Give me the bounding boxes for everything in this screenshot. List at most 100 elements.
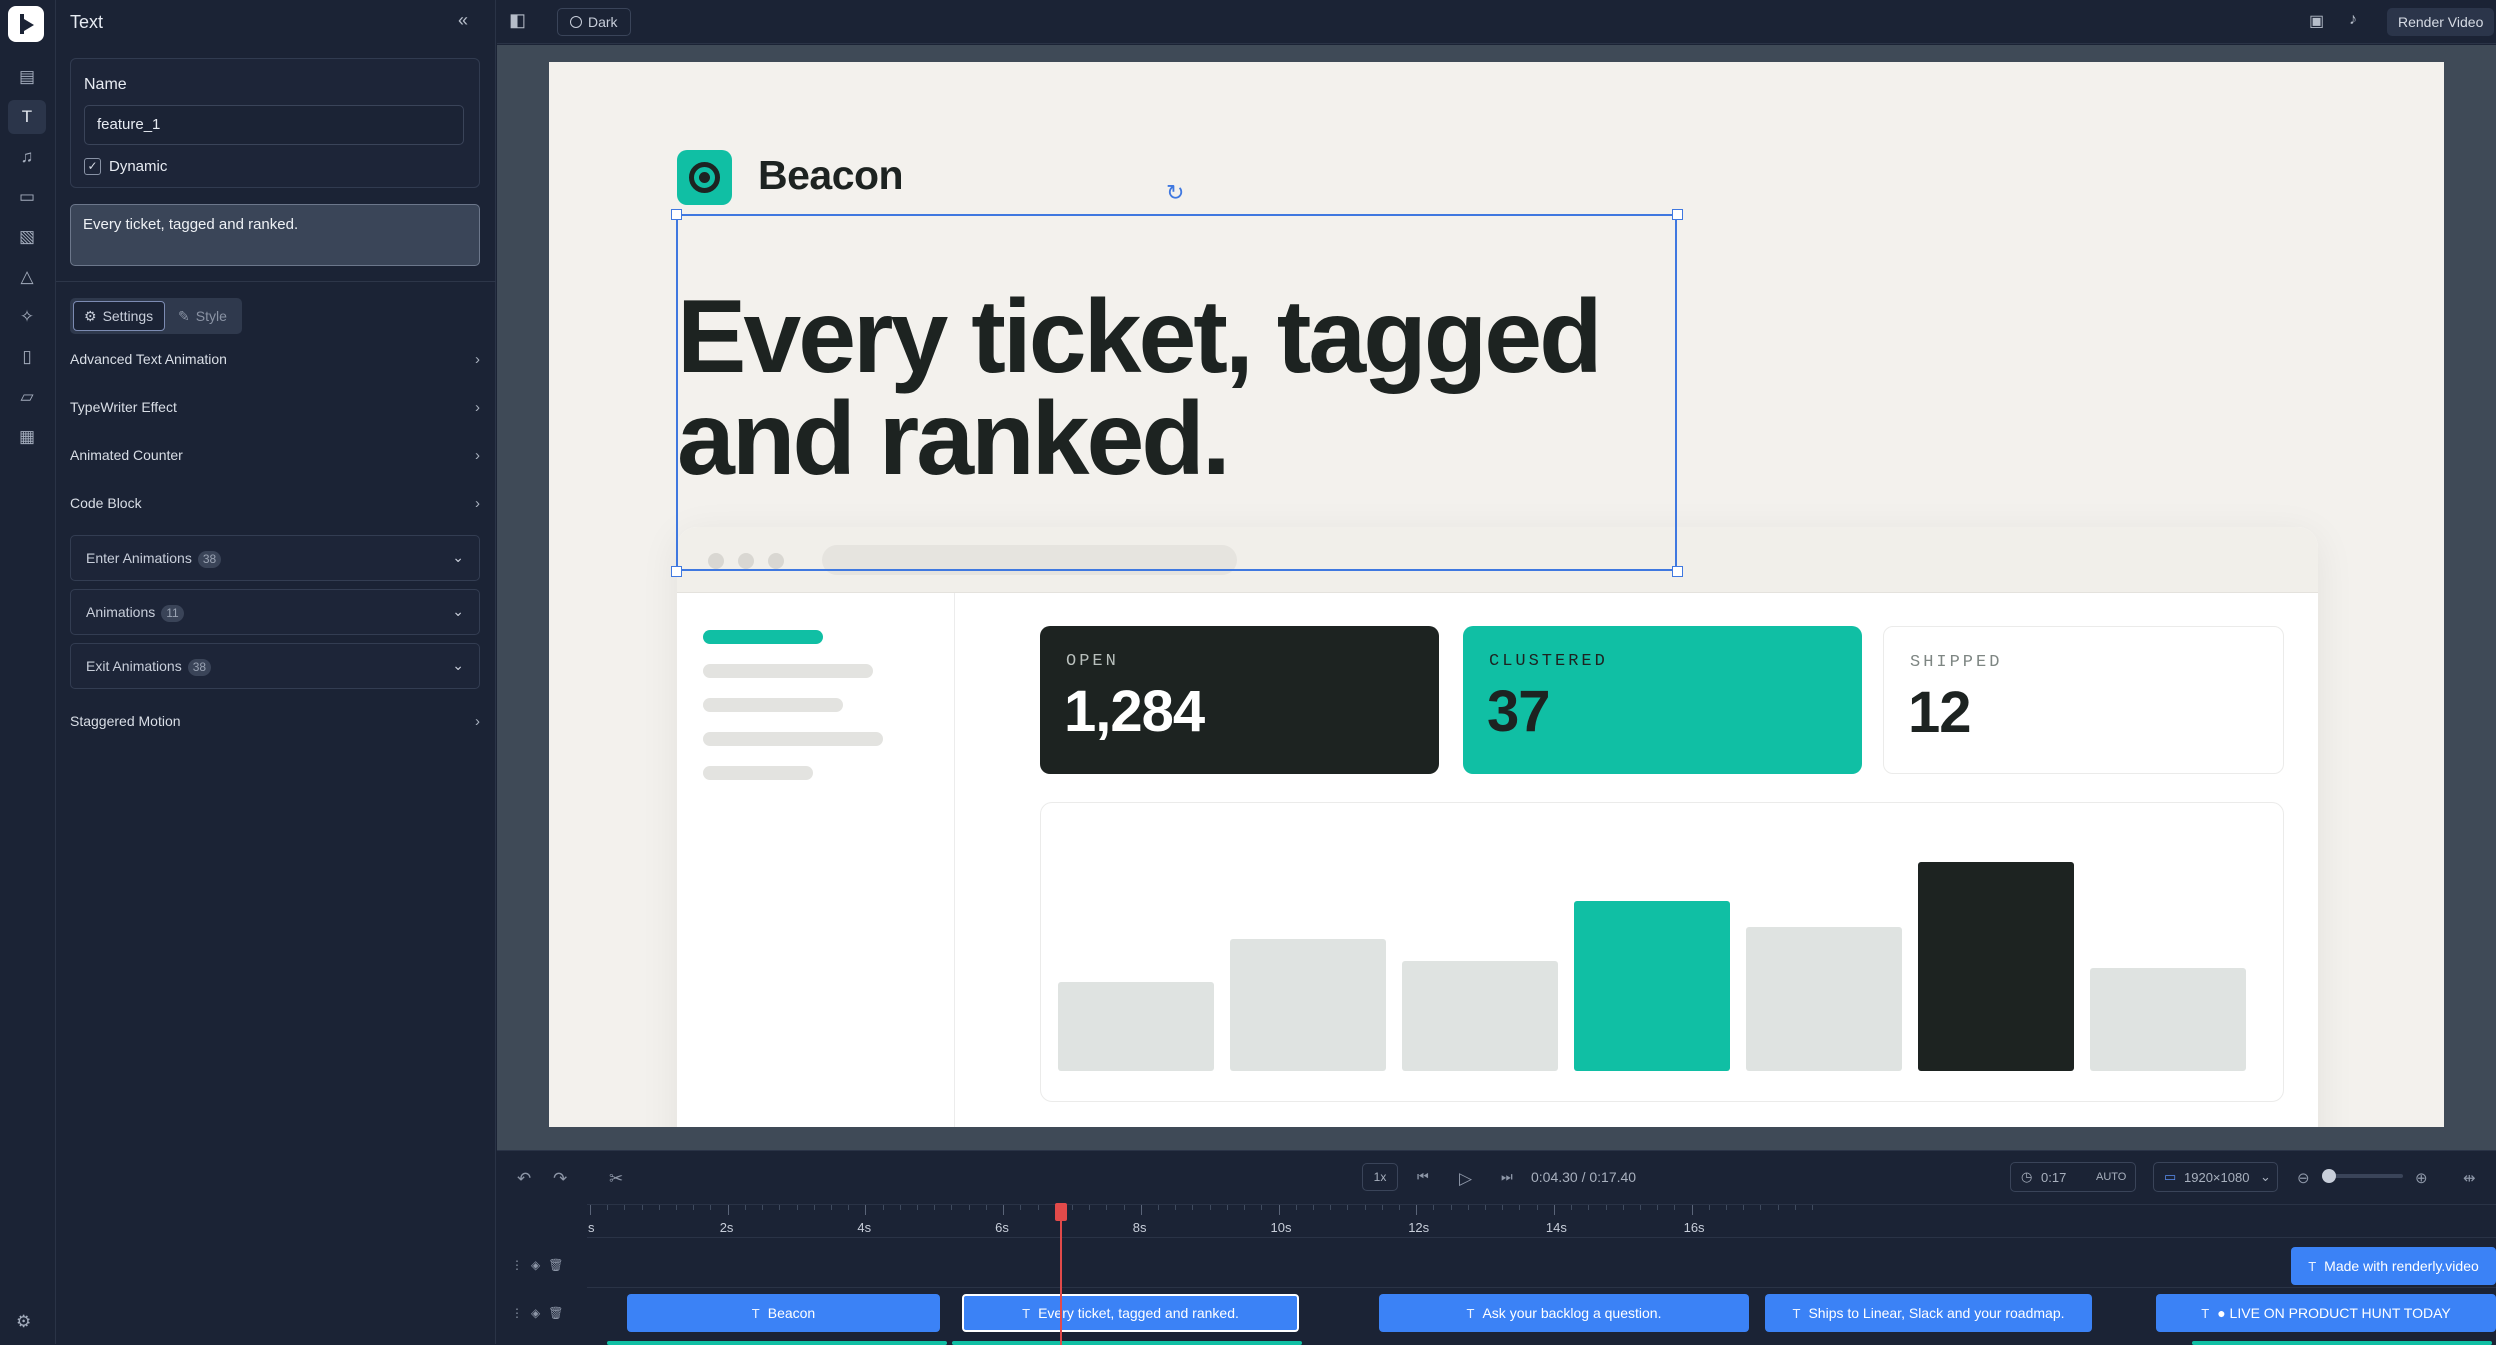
clip-ask-backlog[interactable]: T Ask your backlog a question. <box>1379 1294 1749 1332</box>
skip-back-icon[interactable]: ⏮ <box>1417 1169 1429 1184</box>
resize-handle[interactable] <box>1672 209 1683 220</box>
clip-live-product-hunt[interactable]: T ● LIVE ON PRODUCT HUNT TODAY <box>2156 1294 2496 1332</box>
section-advanced-text-animation[interactable]: Advanced Text Animation › <box>70 351 480 373</box>
duration-control[interactable]: ◷ 0:17 AUTO <box>2010 1162 2136 1192</box>
fit-icon[interactable]: ⇹ <box>2463 1170 2476 1187</box>
skeleton-line-accent <box>703 630 823 644</box>
duration-value: 0:17 <box>2041 1170 2067 1185</box>
clip-ships-to[interactable]: T Ships to Linear, Slack and your roadma… <box>1765 1294 2092 1332</box>
time-ruler[interactable]: s 2s 4s 6s 8s 10s 12s 14s 16s <box>587 1204 2496 1238</box>
ruler-minor-tick <box>1794 1205 1796 1210</box>
chart-bar <box>1746 927 1902 1071</box>
chart-bar <box>1058 982 1214 1071</box>
save-icon[interactable]: ▣ <box>2309 13 2325 30</box>
exit-animations-dropdown[interactable]: Exit Animations 38 ⌄ <box>70 643 480 689</box>
stat-value: 12 <box>1908 680 1972 745</box>
name-input[interactable]: feature_1 <box>84 105 464 145</box>
zoom-out-icon[interactable]: ⊖ <box>2297 1170 2310 1187</box>
rotate-icon[interactable]: ↻ <box>1166 180 1185 205</box>
stat-value: 1,284 <box>1064 679 1205 744</box>
track-controls[interactable]: ⋮◈🗑 <box>511 1258 572 1272</box>
selection-box[interactable] <box>676 214 1677 571</box>
clip-watermark[interactable]: T Made with renderly.video <box>2291 1247 2496 1285</box>
section-typewriter-effect[interactable]: TypeWriter Effect › <box>70 399 480 421</box>
enter-animations-dropdown[interactable]: Enter Animations 38 ⌄ <box>70 535 480 581</box>
template-icon[interactable]: ▦ <box>18 427 36 446</box>
ruler-minor-tick <box>1519 1205 1521 1210</box>
animations-dropdown[interactable]: Animations 11 ⌄ <box>70 589 480 635</box>
chart-bar <box>1918 862 2074 1071</box>
render-video-button[interactable]: Render Video <box>2387 8 2495 36</box>
dynamic-checkbox[interactable]: ✓ <box>84 158 101 175</box>
file-icon[interactable]: ▯ <box>22 347 32 366</box>
chevron-down-icon: ⌄ <box>452 549 464 565</box>
theme-toggle-button[interactable]: Dark <box>557 8 631 36</box>
ruler-minor-tick <box>744 1205 746 1210</box>
tab-settings[interactable]: ⚙ Settings <box>73 301 165 331</box>
zoom-in-icon[interactable]: ⊕ <box>2415 1170 2428 1187</box>
speed-button[interactable]: 1x <box>1362 1163 1398 1191</box>
brush-icon: ✎ <box>178 307 190 324</box>
clip-label: Beacon <box>767 1305 816 1321</box>
window-dot <box>738 553 754 569</box>
section-staggered-motion[interactable]: Staggered Motion › <box>70 713 480 735</box>
clip-beacon[interactable]: T Beacon <box>627 1294 940 1332</box>
text-content-input[interactable]: Every ticket, tagged and ranked. <box>70 204 480 266</box>
music-icon[interactable]: ♫ <box>20 147 34 166</box>
collapse-icon[interactable]: « <box>458 10 469 30</box>
track-controls[interactable]: ⋮◈🗑 <box>511 1306 572 1320</box>
playhead-handle[interactable] <box>1055 1203 1067 1221</box>
zoom-slider[interactable] <box>2327 1174 2403 1178</box>
stat-label: CLUSTERED <box>1489 652 1608 671</box>
theme-label: Dark <box>588 14 618 30</box>
playhead[interactable] <box>1060 1204 1062 1345</box>
media-clip-strip[interactable] <box>2192 1341 2492 1345</box>
ruler-minor-tick <box>934 1205 936 1210</box>
effects-icon[interactable]: ✧ <box>19 307 35 326</box>
resize-handle[interactable] <box>1672 566 1683 577</box>
section-code-block[interactable]: Code Block › <box>70 495 480 517</box>
image-icon[interactable]: ▧ <box>18 227 36 246</box>
shapes-icon[interactable]: △ <box>20 267 34 286</box>
skip-forward-icon[interactable]: ⏭ <box>1501 1169 1513 1184</box>
name-label: Name <box>84 76 127 93</box>
ruler-minor-tick <box>1175 1205 1177 1210</box>
resize-handle[interactable] <box>671 566 682 577</box>
tab-style[interactable]: ✎ Style <box>168 301 240 331</box>
clip-label: ● LIVE ON PRODUCT HUNT TODAY <box>2217 1305 2451 1321</box>
zoom-slider-knob[interactable] <box>2322 1169 2336 1183</box>
bell-icon[interactable]: ♪ <box>2349 11 2357 28</box>
stat-card-shipped: SHIPPED 12 <box>1883 626 2284 774</box>
tab-settings-label: Settings <box>102 308 154 324</box>
redo-icon[interactable]: ↷ <box>553 1169 568 1188</box>
caption-icon[interactable]: ▭ <box>18 187 36 206</box>
scissors-icon[interactable]: ✂ <box>609 1169 624 1188</box>
brand-name[interactable]: Beacon <box>758 152 904 198</box>
undo-icon[interactable]: ↶ <box>517 1169 532 1188</box>
settings-icon[interactable]: ⚙ <box>16 1312 32 1331</box>
folder-icon[interactable]: ▱ <box>20 387 34 406</box>
ruler-minor-tick <box>1502 1205 1504 1210</box>
clip-headline-selected[interactable]: T Every ticket, tagged and ranked. <box>962 1294 1299 1332</box>
chevron-down-icon: ⌄ <box>2260 1169 2271 1184</box>
section-animated-counter[interactable]: Animated Counter › <box>70 447 480 469</box>
ruler-tick-label: 2s <box>719 1220 734 1235</box>
media-clip-strip[interactable] <box>607 1341 947 1345</box>
beacon-logo-icon <box>677 150 732 205</box>
clock-icon: ◷ <box>2021 1169 2033 1184</box>
ruler-minor-tick <box>1330 1205 1332 1210</box>
resize-handle[interactable] <box>671 209 682 220</box>
panel-toggle-icon[interactable]: ◧ <box>509 10 527 30</box>
media-icon[interactable]: ▤ <box>18 67 36 86</box>
ruler-minor-tick <box>1571 1205 1573 1210</box>
text-tool-icon[interactable]: T <box>8 100 46 134</box>
media-clip-strip[interactable] <box>952 1341 1302 1345</box>
ruler-minor-tick <box>1485 1205 1487 1210</box>
play-icon[interactable]: ▷ <box>1459 1169 1473 1188</box>
headline-text[interactable]: Every ticket, tagged and ranked. <box>677 279 1603 497</box>
resolution-select[interactable]: ▭ 1920×1080 ⌄ <box>2153 1162 2278 1192</box>
chevron-right-icon: › <box>475 447 480 464</box>
top-bar: ◧ Dark ▣ ♪ Render Video <box>497 0 2496 44</box>
video-canvas[interactable]: Beacon Every ticket, tagged and ranked. … <box>549 62 2444 1127</box>
app-logo[interactable] <box>8 6 44 42</box>
